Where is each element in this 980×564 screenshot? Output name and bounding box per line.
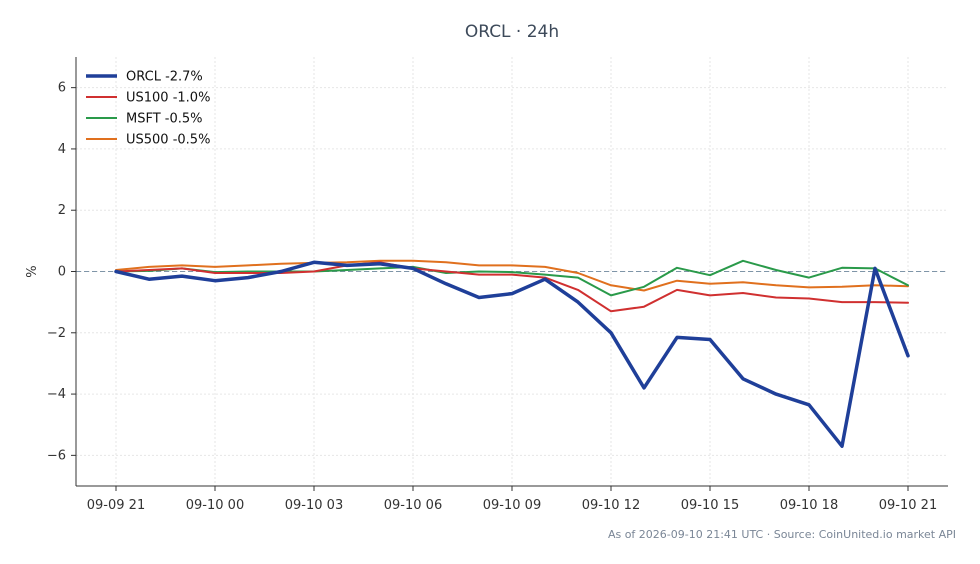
y-tick-label: −4 (47, 387, 66, 402)
series-line-orcl (114, 260, 910, 448)
y-tick-label: 0 (58, 265, 66, 280)
x-axis-ticks: 09-09 21 09-10 00 09-10 03 09-10 06 09-10 09… (87, 486, 937, 513)
legend-label: US100 -1.0% (126, 91, 210, 106)
x-tick-label: 09-10 09 (483, 498, 541, 513)
x-tick-label: 09-10 03 (285, 498, 343, 513)
x-tick-label: 09-10 00 (186, 498, 244, 513)
series-line-us500 (115, 259, 909, 292)
legend: ORCL -2.7% US100 -1.0% MSFT -0.5% US500 -0.… (86, 70, 210, 148)
x-tick-label: 09-10 15 (681, 498, 739, 513)
x-tick-label: 09-10 12 (582, 498, 640, 513)
y-tick-label: 2 (58, 203, 66, 218)
legend-label: MSFT -0.5% (126, 112, 203, 127)
series-lines (114, 259, 910, 448)
legend-label: ORCL -2.7% (126, 70, 203, 85)
legend-label: US500 -0.5% (126, 133, 210, 148)
source-footer: As of 2026-09-10 21:41 UTC · Source: Coi… (608, 528, 956, 541)
chart-title: ORCL · 24h (465, 22, 559, 42)
x-tick-label: 09-09 21 (87, 498, 145, 513)
x-tick-label: 09-10 06 (384, 498, 442, 513)
y-tick-label: 6 (58, 81, 66, 96)
y-axis-label: % (25, 265, 40, 277)
y-tick-label: −2 (47, 326, 66, 341)
x-tick-label: 09-10 21 (879, 498, 937, 513)
series-line-us100 (115, 261, 909, 313)
y-tick-label: 4 (58, 142, 66, 157)
y-tick-label: −6 (47, 448, 66, 463)
x-tick-label: 09-10 18 (780, 498, 838, 513)
y-axis-ticks: −6 −4 −2 0 2 4 6 (47, 81, 76, 463)
series-line-msft (115, 259, 909, 297)
